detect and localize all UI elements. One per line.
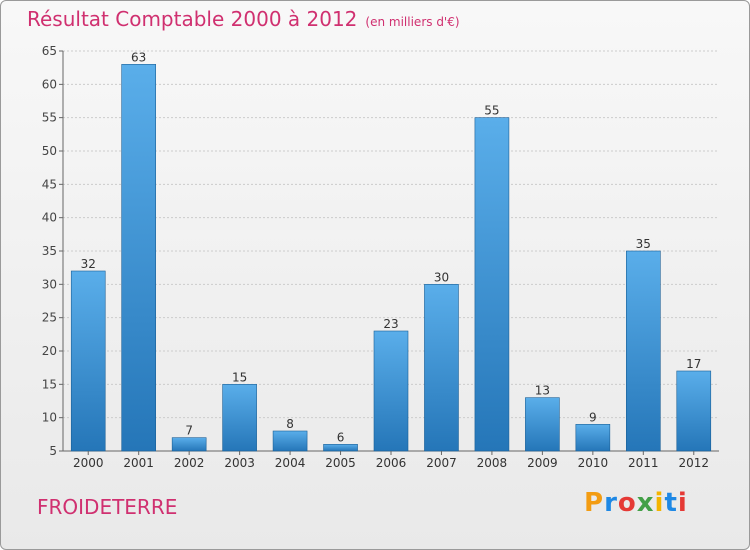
bar-2005 (323, 444, 358, 452)
chart-title: Résultat Comptable 2000 à 2012 (27, 7, 358, 31)
y-tick-label: 65 (42, 44, 57, 58)
data-label: 7 (185, 424, 193, 438)
data-label: 8 (286, 417, 294, 431)
bar-2012 (676, 370, 712, 452)
y-tick-label: 40 (42, 211, 57, 225)
x-tick-label: 2006 (376, 456, 407, 470)
x-tick-label: 2012 (678, 456, 709, 470)
bar-2007 (424, 284, 459, 452)
bar-2006 (373, 330, 409, 452)
x-tick-label: 2008 (477, 456, 508, 470)
logo-letter: i (677, 488, 688, 518)
y-tick-label: 55 (42, 111, 57, 125)
bar-2009 (525, 397, 560, 452)
logo-letter: x (636, 488, 655, 518)
data-label: 17 (686, 357, 701, 371)
y-tick-label: 10 (42, 411, 57, 425)
y-tick-label: 30 (42, 277, 57, 291)
data-label: 9 (589, 410, 597, 424)
x-tick-label: 2003 (224, 456, 255, 470)
chart-subtitle: (en milliers d'€) (365, 15, 460, 29)
data-label: 32 (81, 257, 96, 271)
data-label: 13 (535, 384, 550, 398)
x-tick-label: 2001 (123, 456, 154, 470)
data-label: 6 (337, 430, 345, 444)
x-tick-label: 2005 (325, 456, 356, 470)
x-tick-label: 2004 (275, 456, 306, 470)
x-tick-label: 2011 (628, 456, 659, 470)
x-tick-label: 2002 (174, 456, 205, 470)
data-label: 63 (131, 50, 146, 64)
bar-2010 (575, 424, 611, 452)
bar-2011 (626, 250, 661, 452)
bar-2004 (272, 430, 308, 452)
bar-2000 (70, 270, 106, 452)
data-label: 55 (484, 104, 499, 118)
bar-2008 (474, 117, 510, 452)
logo-letter: r (604, 488, 618, 518)
y-tick-label: 20 (42, 344, 57, 358)
y-tick-label: 15 (42, 377, 57, 391)
title-block: Résultat Comptable 2000 à 2012 (en millie… (27, 7, 460, 31)
y-tick-label: 45 (42, 177, 57, 191)
bar-2003 (222, 384, 257, 452)
data-label: 30 (434, 270, 449, 284)
logo-letter: o (617, 488, 637, 518)
bar-2002 (171, 437, 207, 452)
y-tick-label: 25 (42, 311, 57, 325)
y-tick-label: 60 (42, 77, 57, 91)
data-label: 23 (383, 317, 398, 331)
commune-name: FROIDETERRE (37, 495, 178, 519)
x-tick-label: 2007 (426, 456, 457, 470)
logo-letter: P (584, 488, 605, 518)
data-label: 15 (232, 370, 247, 384)
data-label: 35 (636, 237, 651, 251)
proxiti-logo: Proxiti (584, 488, 688, 518)
y-tick-label: 5 (49, 444, 57, 458)
x-tick-label: 2010 (578, 456, 609, 470)
logo-letter: t (664, 488, 678, 518)
logo-letter: i (654, 488, 665, 518)
x-tick-label: 2000 (73, 456, 104, 470)
y-tick-label: 35 (42, 244, 57, 258)
y-tick-label: 50 (42, 144, 57, 158)
bar-2001 (121, 64, 156, 452)
x-tick-label: 2009 (527, 456, 558, 470)
